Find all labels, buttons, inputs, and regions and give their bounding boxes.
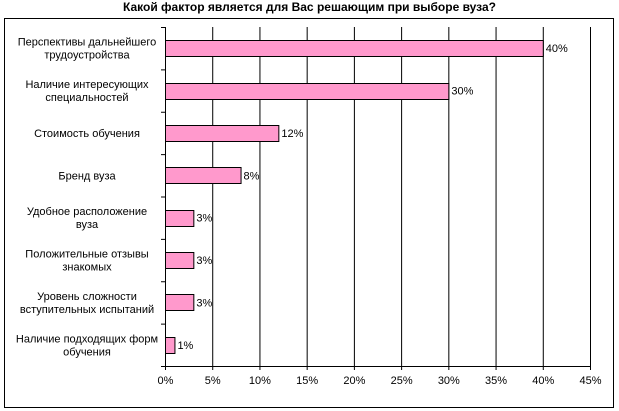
bar [165, 40, 544, 57]
category-label-line: Наличие подходящих форм [16, 333, 158, 345]
bar [165, 252, 195, 269]
category-label: Стоимость обучения [34, 128, 140, 140]
category-label-line: вступительных испытаний [20, 304, 154, 316]
bar [165, 83, 450, 100]
bar [165, 125, 280, 142]
x-tick-label: 10% [249, 375, 271, 387]
x-tick-label: 20% [343, 375, 365, 387]
category-label-line: Уровень сложности [37, 291, 137, 303]
data-label: 12% [281, 128, 303, 140]
category-label: Уровень сложности вступительных испытаний [20, 291, 154, 316]
category-label: Наличие интересующих специальностей [25, 79, 149, 104]
category-label-line: вуза [76, 219, 99, 231]
category-label-line: трудоустройства [44, 50, 130, 62]
category-label: Положительные отзывы знакомых [25, 249, 149, 274]
chart-frame [4, 18, 614, 408]
category-label: Бренд вуза [58, 170, 116, 182]
category-label-line: специальностей [45, 92, 128, 104]
category-label-line: Положительные отзывы [25, 249, 149, 261]
data-label: 40% [546, 43, 568, 55]
data-label: 3% [196, 213, 212, 225]
category-label-line: Бренд вуза [58, 170, 116, 182]
data-label: 3% [196, 297, 212, 309]
bar [165, 337, 176, 354]
x-tick-label: 45% [579, 375, 601, 387]
category-label: Перспективы дальнейшего трудоустройства [18, 37, 157, 62]
data-label: 30% [451, 86, 473, 98]
category-label-line: Наличие интересующих [25, 79, 149, 91]
category-label: Удобное расположение вуза [27, 206, 147, 231]
bar [165, 167, 242, 184]
x-tick-label: 30% [438, 375, 460, 387]
x-tick-label: 5% [205, 375, 221, 387]
chart-title: Какой фактор является для Вас решающим п… [123, 0, 496, 14]
category-label-line: Стоимость обучения [34, 128, 140, 140]
bar [165, 294, 195, 311]
category-label: Наличие подходящих форм обучения [16, 333, 158, 358]
data-label: 3% [196, 255, 212, 267]
category-label-line: знакомых [62, 262, 112, 274]
category-label-line: Удобное расположение [27, 206, 147, 218]
x-tick-label: 25% [391, 375, 413, 387]
bar [165, 210, 195, 227]
x-tick-label: 40% [532, 375, 554, 387]
x-tick-label: 15% [296, 375, 318, 387]
data-label: 8% [244, 170, 260, 182]
x-tick-label: 0% [158, 375, 174, 387]
data-label: 1% [177, 340, 193, 352]
x-tick-label: 35% [485, 375, 507, 387]
category-label-line: обучения [63, 346, 111, 358]
category-label-line: Перспективы дальнейшего [18, 37, 157, 49]
